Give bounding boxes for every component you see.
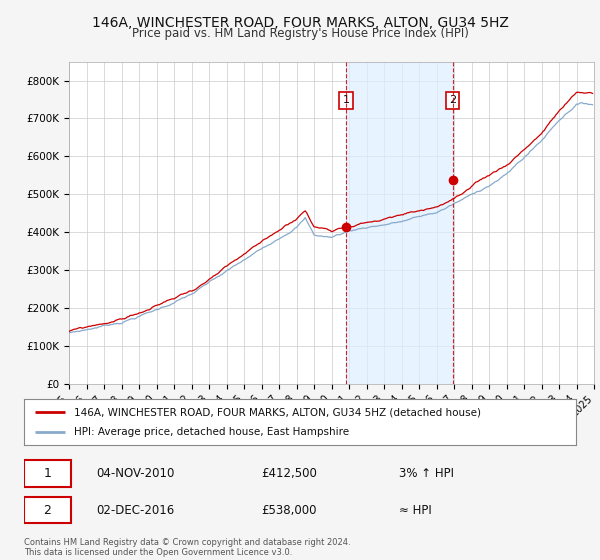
FancyBboxPatch shape bbox=[24, 497, 71, 524]
Text: 146A, WINCHESTER ROAD, FOUR MARKS, ALTON, GU34 5HZ (detached house): 146A, WINCHESTER ROAD, FOUR MARKS, ALTON… bbox=[74, 407, 481, 417]
Text: 2: 2 bbox=[44, 503, 52, 517]
Text: £538,000: £538,000 bbox=[262, 503, 317, 517]
Bar bbox=[346, 62, 452, 384]
Text: 3% ↑ HPI: 3% ↑ HPI bbox=[400, 467, 454, 480]
Text: 1: 1 bbox=[343, 95, 350, 105]
Text: £412,500: £412,500 bbox=[262, 467, 317, 480]
Text: HPI: Average price, detached house, East Hampshire: HPI: Average price, detached house, East… bbox=[74, 427, 349, 437]
Text: 1: 1 bbox=[44, 467, 52, 480]
Text: ≈ HPI: ≈ HPI bbox=[400, 503, 432, 517]
Text: Contains HM Land Registry data © Crown copyright and database right 2024.
This d: Contains HM Land Registry data © Crown c… bbox=[24, 538, 350, 557]
Text: 02-DEC-2016: 02-DEC-2016 bbox=[96, 503, 174, 517]
Text: 146A, WINCHESTER ROAD, FOUR MARKS, ALTON, GU34 5HZ: 146A, WINCHESTER ROAD, FOUR MARKS, ALTON… bbox=[92, 16, 508, 30]
Text: 2: 2 bbox=[449, 95, 456, 105]
Text: 04-NOV-2010: 04-NOV-2010 bbox=[96, 467, 174, 480]
FancyBboxPatch shape bbox=[24, 460, 71, 487]
Text: Price paid vs. HM Land Registry's House Price Index (HPI): Price paid vs. HM Land Registry's House … bbox=[131, 27, 469, 40]
